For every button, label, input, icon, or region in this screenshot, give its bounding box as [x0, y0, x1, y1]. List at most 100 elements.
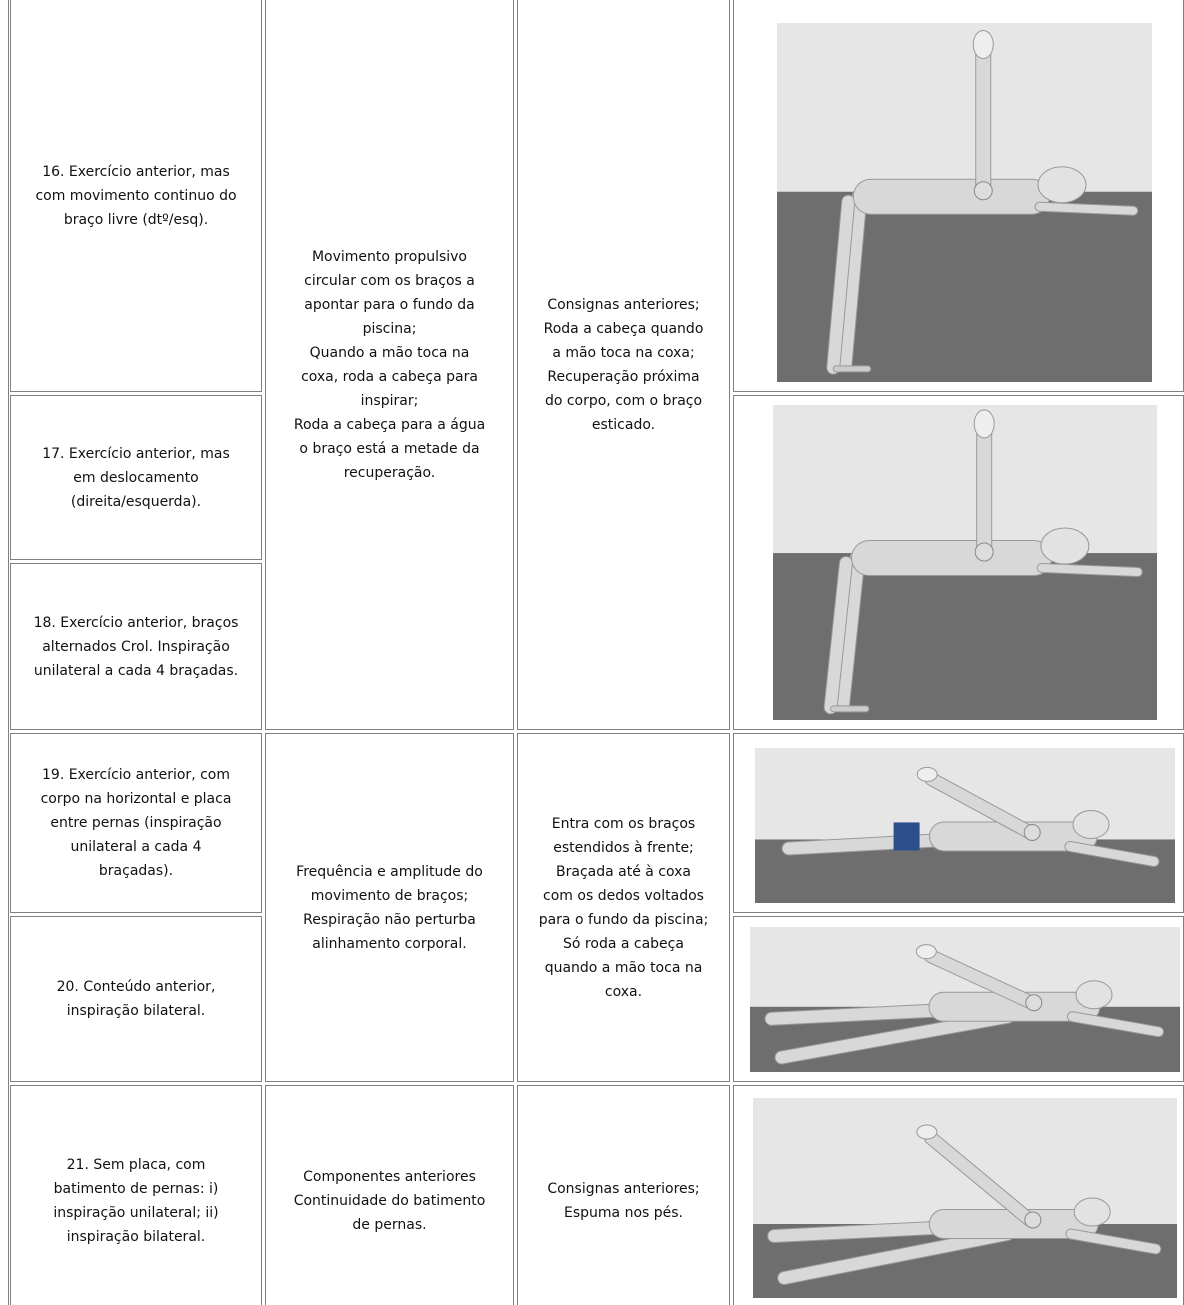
- text-line: Frequência e amplitude do: [296, 863, 483, 880]
- text-line: Continuidade do batimento: [293, 1192, 486, 1209]
- text-line: 20. Conteúdo anterior,: [56, 979, 216, 995]
- text-line: Consignas anteriores;: [547, 296, 700, 313]
- figure-part: [925, 1132, 1035, 1225]
- text-line: braçadas).: [98, 863, 174, 879]
- text-line: em deslocamento: [73, 469, 199, 486]
- text-line: 17. Exercício anterior, mas: [42, 445, 230, 462]
- figure-part: [916, 1124, 938, 1140]
- illustration: [753, 1098, 1177, 1298]
- text-line: com os dedos voltados: [543, 887, 704, 904]
- table-border: [8, 0, 9, 1305]
- text-line: Entra com os braços: [551, 815, 696, 832]
- text-line: a mão toca na coxa;: [552, 344, 695, 361]
- criteria-cell: Consignas anteriores; Roda a cabeça quand…: [517, 0, 730, 730]
- text-line: Só roda a cabeça: [563, 935, 684, 952]
- text-line: entre pernas (inspiração: [50, 815, 222, 831]
- text-line: Movimento propulsivo: [311, 248, 468, 265]
- figure-part: [974, 542, 994, 562]
- text-line: Braçada até à coxa: [556, 863, 691, 880]
- figure-part: [1075, 980, 1113, 1010]
- objective-cell: Movimento propulsivo circular com os braç…: [265, 0, 514, 730]
- illustration: [773, 405, 1157, 720]
- text-line: inspiração bilateral.: [66, 1003, 206, 1019]
- figure-hand: [972, 30, 994, 60]
- figure-part: [1068, 1012, 1163, 1037]
- text-line: inspirar;: [360, 392, 419, 409]
- text-line: piscina;: [362, 320, 417, 337]
- text-line: Recuperação próxima: [547, 368, 700, 385]
- text-line: estendidos à frente;: [553, 839, 694, 856]
- text-line: batimento de pernas: i): [53, 1180, 219, 1197]
- text-line: Consignas anteriores;: [547, 1180, 700, 1197]
- text-line: unilateral a cada 4: [70, 839, 202, 855]
- exercise-cell: 21. Sem placa, com batimento de pernas: i…: [10, 1085, 262, 1305]
- figure-part: [1037, 166, 1087, 204]
- text-line: Roda a cabeça quando: [543, 320, 704, 337]
- figure-part: [1040, 527, 1090, 565]
- illustration: [755, 748, 1175, 903]
- text-line: apontar para o fundo da: [304, 296, 475, 313]
- text-line: Componentes anteriores: [303, 1168, 476, 1185]
- text-line: Quando a mão toca na: [309, 344, 470, 361]
- exercise-cell: 19. Exercício anterior, com corpo na hori…: [10, 733, 262, 913]
- text-line: recuperação.: [343, 464, 436, 481]
- text-line: Roda a cabeça para a água: [293, 416, 486, 433]
- figure-part: [773, 405, 1157, 554]
- text-line: quando a mão toca na: [544, 959, 703, 976]
- figure-hand: [973, 409, 995, 439]
- figure-part: [778, 1228, 1014, 1284]
- text-line: 16. Exercício anterior, mas: [42, 163, 230, 180]
- figure-part: [824, 557, 852, 714]
- figure-part: [915, 944, 937, 960]
- figure-part: [1066, 1229, 1161, 1254]
- text-line: braço livre (dtº/esq).: [63, 211, 209, 228]
- exercise-cell: 16. Exercício anterior, mas com movimento…: [10, 0, 262, 392]
- text-line: movimento de braços;: [310, 887, 469, 904]
- board: [893, 822, 920, 851]
- text-line: 21. Sem placa, com: [66, 1156, 206, 1173]
- figure-part: [777, 23, 1152, 192]
- text-line: alinhamento corporal.: [312, 935, 467, 952]
- text-line: Respiração não perturba: [303, 911, 476, 928]
- text-line: 18. Exercício anterior, braços: [33, 614, 239, 631]
- text-line: (direita/esquerda).: [70, 493, 202, 510]
- figure-part: [830, 705, 870, 713]
- figure-part: [1023, 823, 1041, 841]
- text-line: Espuma nos pés.: [564, 1204, 683, 1221]
- illustration: [750, 927, 1180, 1072]
- figure-part: [1035, 202, 1138, 215]
- text-line: com movimento continuo do: [35, 187, 237, 204]
- text-line: alternados Crol. Inspiração: [42, 638, 230, 655]
- figure-part: [1025, 994, 1043, 1012]
- figure-part: [1024, 1211, 1042, 1229]
- figure-part: [973, 181, 993, 201]
- figure-part: [1065, 841, 1159, 866]
- text-line: esticado.: [591, 416, 656, 433]
- figure-part: [925, 773, 1034, 838]
- figure-part: [827, 195, 855, 374]
- text-line: para o fundo da piscina;: [538, 911, 709, 928]
- figure-part: [837, 189, 867, 372]
- figure-part: [916, 766, 938, 782]
- text-line: 19. Exercício anterior, com: [42, 767, 230, 783]
- objective-cell: Componentes anteriores Continuidade do ba…: [265, 1085, 514, 1305]
- exercise-cell: 18. Exercício anterior, braços alternados…: [10, 563, 262, 730]
- figure-part: [835, 551, 865, 712]
- figure-part: [924, 950, 1036, 1008]
- figure-part: [1072, 809, 1110, 839]
- figure-part: [1037, 564, 1142, 577]
- illustration: [777, 23, 1152, 382]
- text-line: inspiração unilateral; ii): [53, 1204, 219, 1221]
- text-line: corpo na horizontal e placa: [40, 791, 232, 807]
- objective-cell: Frequência e amplitude do movimento de br…: [265, 733, 514, 1082]
- text-line: do corpo, com o braço: [544, 392, 703, 409]
- text-line: coxa, roda a cabeça para: [301, 368, 478, 385]
- text-line: coxa.: [604, 983, 643, 1000]
- figure-part: [775, 1010, 1014, 1064]
- text-line: o braço está a metade da: [299, 440, 480, 457]
- exercise-cell: 17. Exercício anterior, mas em deslocamen…: [10, 395, 262, 560]
- criteria-cell: Entra com os braços estendidos à frente; B…: [517, 733, 730, 1082]
- text-line: unilateral a cada 4 braçadas.: [33, 662, 239, 679]
- figure-part: [1073, 1197, 1111, 1227]
